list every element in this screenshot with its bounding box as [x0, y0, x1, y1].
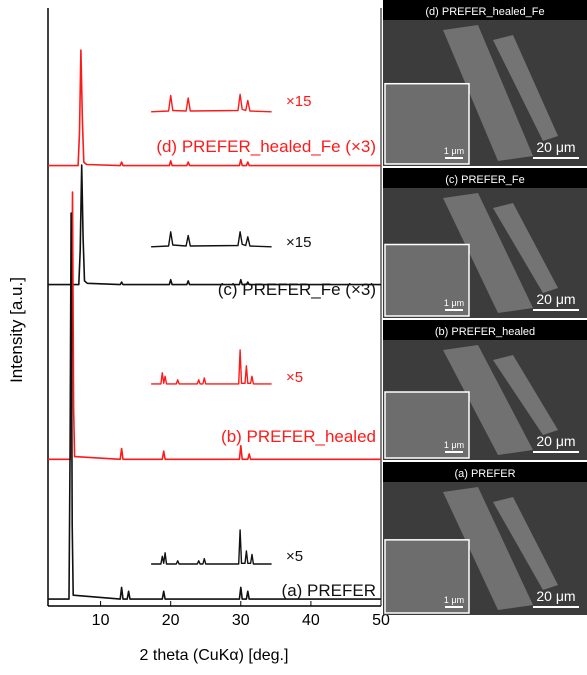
xrd-pattern [48, 212, 381, 600]
inset-scale-label: ×15 [286, 93, 311, 110]
inset-scale-text: 1 μm [444, 298, 464, 308]
inset-scale-text: 1 μm [444, 146, 464, 156]
xrd-pattern [48, 191, 381, 461]
image-title-bar [383, 168, 587, 188]
sem-crystal [443, 345, 533, 455]
xrd-inset [151, 349, 272, 385]
image-title-bar [383, 462, 587, 482]
scale-text: 20 μm [536, 433, 575, 449]
sem-crystal [493, 497, 558, 590]
x-tick-label: 50 [372, 612, 390, 629]
inset-scale-label: ×15 [286, 234, 311, 251]
scale-text: 20 μm [536, 139, 575, 155]
image-title: (d) PREFER_healed_Fe [425, 6, 544, 18]
xrd-inset [151, 231, 272, 248]
inset-scale-label: ×5 [286, 548, 303, 565]
inset-scale-text: 1 μm [444, 595, 464, 605]
sem-crystal [493, 35, 558, 141]
pattern-label: (a) PREFER [282, 581, 376, 600]
inset-scale-text: 1 μm [444, 440, 464, 450]
x-tick-label: 40 [302, 612, 320, 629]
sem-crystal [443, 25, 533, 161]
xrd-inset [151, 93, 272, 113]
xrd-pattern [48, 164, 381, 286]
xrd-inset [151, 529, 272, 565]
sem-inset [384, 243, 470, 317]
sem-crystal [443, 193, 533, 313]
x-tick-label: 20 [162, 612, 180, 629]
x-axis-label: 2 theta (CuKα) [deg.] [140, 647, 289, 664]
pattern-label: (d) PREFER_healed_Fe (×3) [156, 137, 376, 156]
image-title: (c) PREFER_Fe [445, 174, 524, 186]
scale-text: 20 μm [536, 588, 575, 604]
sem-crystal [493, 203, 558, 293]
image-title-bar [383, 0, 587, 20]
x-tick-label: 10 [92, 612, 110, 629]
sem-inset [384, 82, 470, 165]
sem-inset [384, 539, 470, 614]
sem-crystal [493, 355, 558, 435]
pattern-label: (b) PREFER_healed [221, 427, 376, 446]
image-title-bar [383, 320, 587, 340]
inset-scale-label: ×5 [286, 369, 303, 386]
image-title: (b) PREFER_healed [435, 326, 535, 338]
image-title: (a) PREFER [454, 468, 515, 480]
sem-crystal [443, 487, 533, 610]
scale-text: 20 μm [536, 291, 575, 307]
x-tick-label: 30 [232, 612, 250, 629]
xrd-pattern [48, 49, 381, 167]
pattern-label: (c) PREFER_Fe (×3) [218, 280, 376, 299]
y-axis-label: Intensity [a.u.] [7, 277, 26, 383]
sem-inset [384, 391, 470, 459]
